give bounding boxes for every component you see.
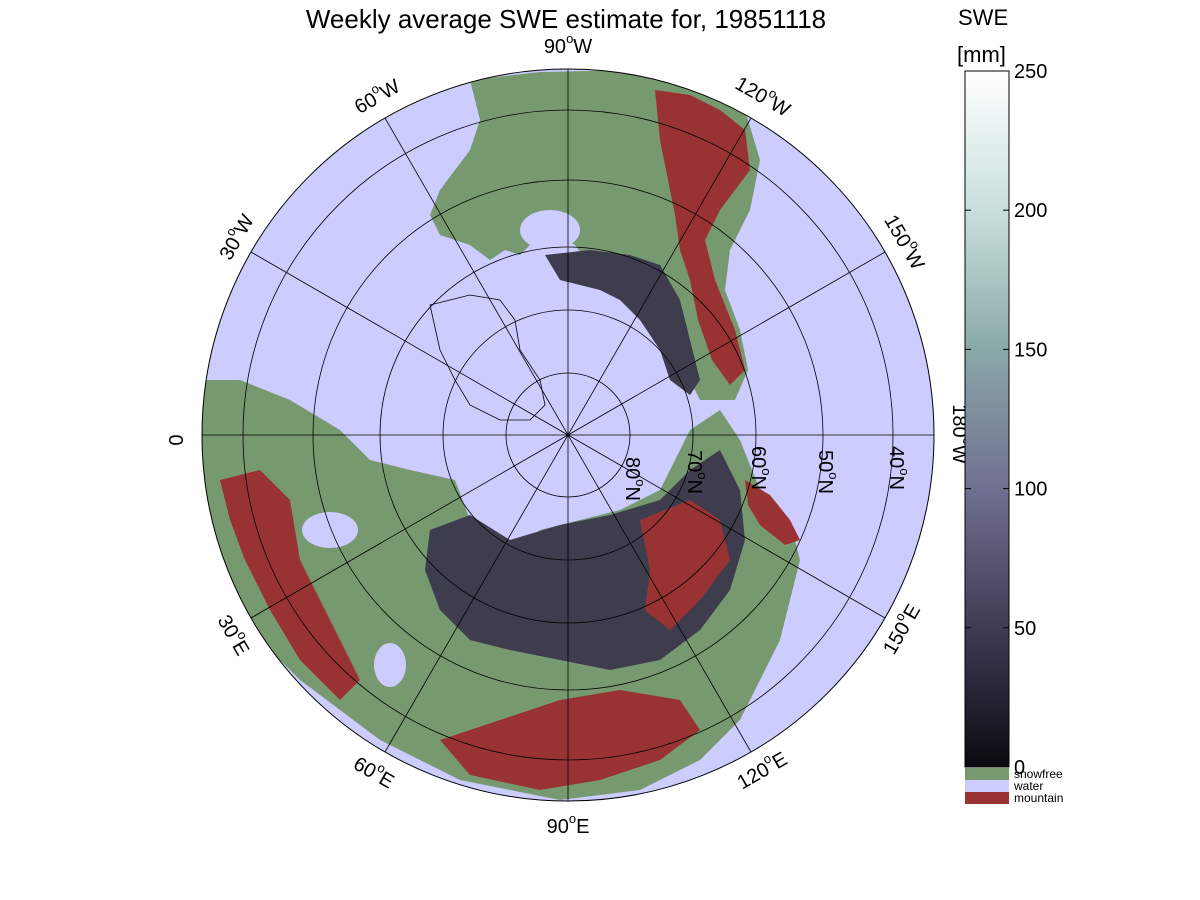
colorbar-tick-label: 100 — [1014, 479, 1047, 501]
colorbar-tick-label: 50 — [1014, 618, 1036, 640]
colorbar-tick-label: 250 — [1014, 61, 1047, 83]
lat-70n-label: 70oN — [683, 450, 710, 494]
lat-60n-label: 60oN — [747, 446, 774, 490]
colorbar: SWE [mm] 0 50 100 150 200 250 snowfreewatermo… — [957, 5, 1063, 805]
map-title: Weekly average SWE estimate for, 1985111… — [306, 4, 826, 34]
polar-map — [202, 69, 934, 801]
colorbar-category-label: water — [1013, 779, 1043, 793]
central-asia-mountains — [440, 690, 700, 790]
colorbar-ticks: 0 50 100 150 200 250 — [965, 61, 1047, 779]
hudson-bay-water — [520, 210, 580, 250]
colorbar-label-unit: [mm] — [957, 42, 1006, 67]
greenland-ice — [429, 294, 546, 421]
baltic-water — [302, 512, 358, 548]
colorbar-swatch-mountain — [965, 792, 1009, 804]
colorbar-category-label: snowfree — [1014, 767, 1063, 781]
caspian-water — [374, 643, 406, 687]
colorbar-category-label: mountain — [1014, 791, 1063, 805]
kamchatka-mountains — [745, 480, 800, 545]
north-america-snow — [545, 250, 700, 395]
rocky-mountains — [655, 90, 750, 385]
latitude-labels: 80oN 70oN 60oN 50oN 40oN — [621, 446, 912, 501]
colorbar-swatch-snowfree — [965, 768, 1009, 780]
lon-90e-label: 90oE — [547, 811, 590, 838]
colorbar-swatch-water — [965, 780, 1009, 792]
colorbar-label-swe: SWE — [958, 5, 1008, 30]
longitude-grid — [202, 69, 934, 801]
lon-90w-label: 90oW — [544, 31, 592, 58]
lon-0-label: 0 — [166, 434, 188, 445]
colorbar-tick-label: 150 — [1014, 339, 1047, 361]
lat-50n-label: 50oN — [814, 450, 841, 494]
colorbar-tick-label: 200 — [1014, 200, 1047, 222]
european-mountains — [220, 470, 360, 700]
map-border — [201, 68, 935, 802]
meridian-150w-30e — [250, 251, 886, 619]
lat-40n-label: 40oN — [885, 446, 912, 490]
colorbar-tick-label: 0 — [1014, 757, 1025, 779]
colorbar-gradient — [964, 70, 1010, 768]
lat-80n-label: 80oN — [621, 457, 648, 501]
